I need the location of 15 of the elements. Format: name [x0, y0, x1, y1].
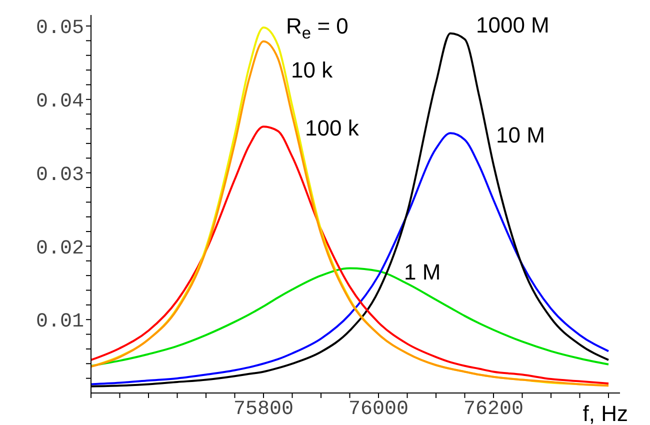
annotation: R$_{e}$ = 0 [286, 14, 348, 43]
x-tick-label: 75800 [233, 398, 294, 422]
y-tick-label: 0.02 [36, 237, 84, 260]
annotation: 1 M [404, 260, 441, 285]
y-tick-label: 0.04 [36, 90, 84, 114]
x-tick-label: 76000 [348, 398, 409, 422]
y-tick-label: 0.01 [36, 310, 84, 334]
x-axis-title: f, Hz [582, 401, 628, 425]
annotation: 1000 M [476, 12, 550, 38]
x-tick-label: 76200 [463, 398, 524, 422]
annotation: 10 M [496, 122, 545, 148]
y-tick-label: 0.05 [36, 17, 84, 40]
y-tick-label: 0.03 [36, 164, 84, 187]
annotation: 10 k [291, 58, 334, 83]
annotation: 100 k [305, 116, 360, 141]
